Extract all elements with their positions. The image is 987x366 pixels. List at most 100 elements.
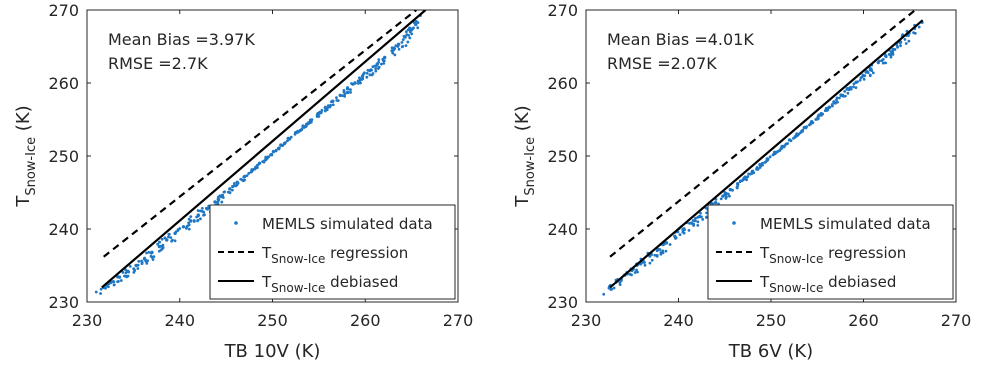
data-point	[759, 164, 763, 168]
data-point	[903, 38, 907, 41]
data-point	[643, 263, 647, 267]
legend-entry-label: MEMLS simulated data	[760, 215, 931, 233]
data-point	[756, 167, 760, 171]
data-point	[799, 131, 802, 135]
data-point	[196, 209, 200, 213]
data-point	[804, 126, 808, 130]
data-point	[94, 290, 98, 294]
data-point	[271, 149, 276, 154]
data-point	[121, 270, 125, 274]
data-point	[283, 141, 286, 145]
data-point	[917, 25, 921, 29]
data-point	[745, 178, 748, 182]
data-point	[242, 175, 246, 179]
data-point	[843, 94, 847, 98]
data-point	[408, 29, 412, 32]
data-point	[410, 32, 414, 36]
data-point	[329, 103, 333, 107]
data-point	[401, 38, 405, 41]
data-point	[377, 65, 381, 69]
data-point	[245, 174, 249, 177]
data-point	[705, 211, 708, 215]
data-point	[907, 34, 910, 37]
data-point	[650, 258, 654, 262]
data-point	[696, 215, 700, 219]
data-point	[700, 215, 703, 219]
data-point	[863, 74, 867, 78]
data-point	[618, 283, 622, 287]
data-point	[241, 178, 244, 182]
data-point	[416, 26, 420, 30]
data-point	[173, 239, 177, 243]
x-tick-label: 250	[756, 311, 787, 330]
data-point	[882, 61, 885, 65]
data-point	[167, 232, 171, 236]
rmse-annotation: RMSE =2.7K	[108, 54, 208, 73]
data-point	[144, 258, 148, 262]
data-point	[317, 112, 321, 116]
mean-bias-annotation: Mean Bias =4.01K	[607, 30, 754, 49]
data-point	[692, 224, 695, 227]
data-point	[326, 104, 330, 108]
data-point	[99, 287, 103, 291]
data-point	[866, 71, 870, 74]
data-point	[342, 88, 346, 92]
data-point	[374, 67, 378, 71]
data-point	[696, 220, 700, 224]
legend-entry-label: TSnow-Ice regression	[261, 244, 408, 266]
data-point	[781, 145, 785, 148]
data-point	[117, 275, 122, 279]
data-point	[404, 30, 408, 34]
data-point	[747, 172, 751, 176]
data-point	[610, 287, 614, 291]
legend-entry-label: TSnow-Ice regression	[759, 244, 906, 266]
data-point	[691, 219, 695, 222]
data-point	[140, 259, 143, 263]
data-point	[137, 259, 141, 263]
data-point	[884, 55, 888, 59]
data-point	[382, 61, 386, 65]
data-point	[264, 158, 268, 162]
legend-marker	[732, 221, 736, 225]
data-point	[296, 129, 299, 133]
data-point	[167, 235, 170, 239]
data-point	[400, 45, 404, 49]
data-point	[393, 53, 397, 57]
data-point	[317, 115, 321, 118]
data-point	[132, 267, 136, 271]
data-point	[270, 153, 274, 157]
data-point	[602, 292, 606, 296]
data-point	[895, 44, 899, 47]
chart-panel-2: 230 240 250 260 270 230 240 250 260 270 Mean Bias …	[512, 1, 971, 362]
data-point	[674, 236, 678, 240]
data-point	[741, 178, 745, 182]
x-tick-label: 270	[941, 311, 972, 330]
data-point	[247, 171, 251, 175]
legend-entry-label: TSnow-Ice debiased	[759, 273, 896, 295]
data-point	[158, 240, 162, 244]
data-point	[140, 262, 144, 266]
regression-line	[609, 10, 916, 258]
data-point	[693, 219, 697, 223]
data-point	[147, 250, 151, 254]
data-point	[320, 108, 324, 112]
data-point	[117, 280, 120, 283]
data-point	[746, 175, 750, 178]
data-point	[165, 238, 169, 242]
y-tick-label: 230	[547, 293, 578, 312]
data-point	[884, 61, 888, 65]
data-point	[633, 271, 637, 274]
data-point	[796, 132, 800, 136]
data-point	[112, 283, 116, 287]
data-point	[778, 148, 782, 152]
data-point	[650, 253, 654, 256]
data-point	[362, 71, 366, 75]
data-point	[228, 191, 232, 194]
data-point	[187, 227, 191, 231]
x-tick-label: 230	[571, 311, 602, 330]
data-point	[864, 71, 868, 74]
data-point	[377, 60, 381, 64]
data-point	[889, 55, 893, 59]
data-point	[128, 265, 132, 268]
x-tick-label: 270	[443, 311, 474, 330]
